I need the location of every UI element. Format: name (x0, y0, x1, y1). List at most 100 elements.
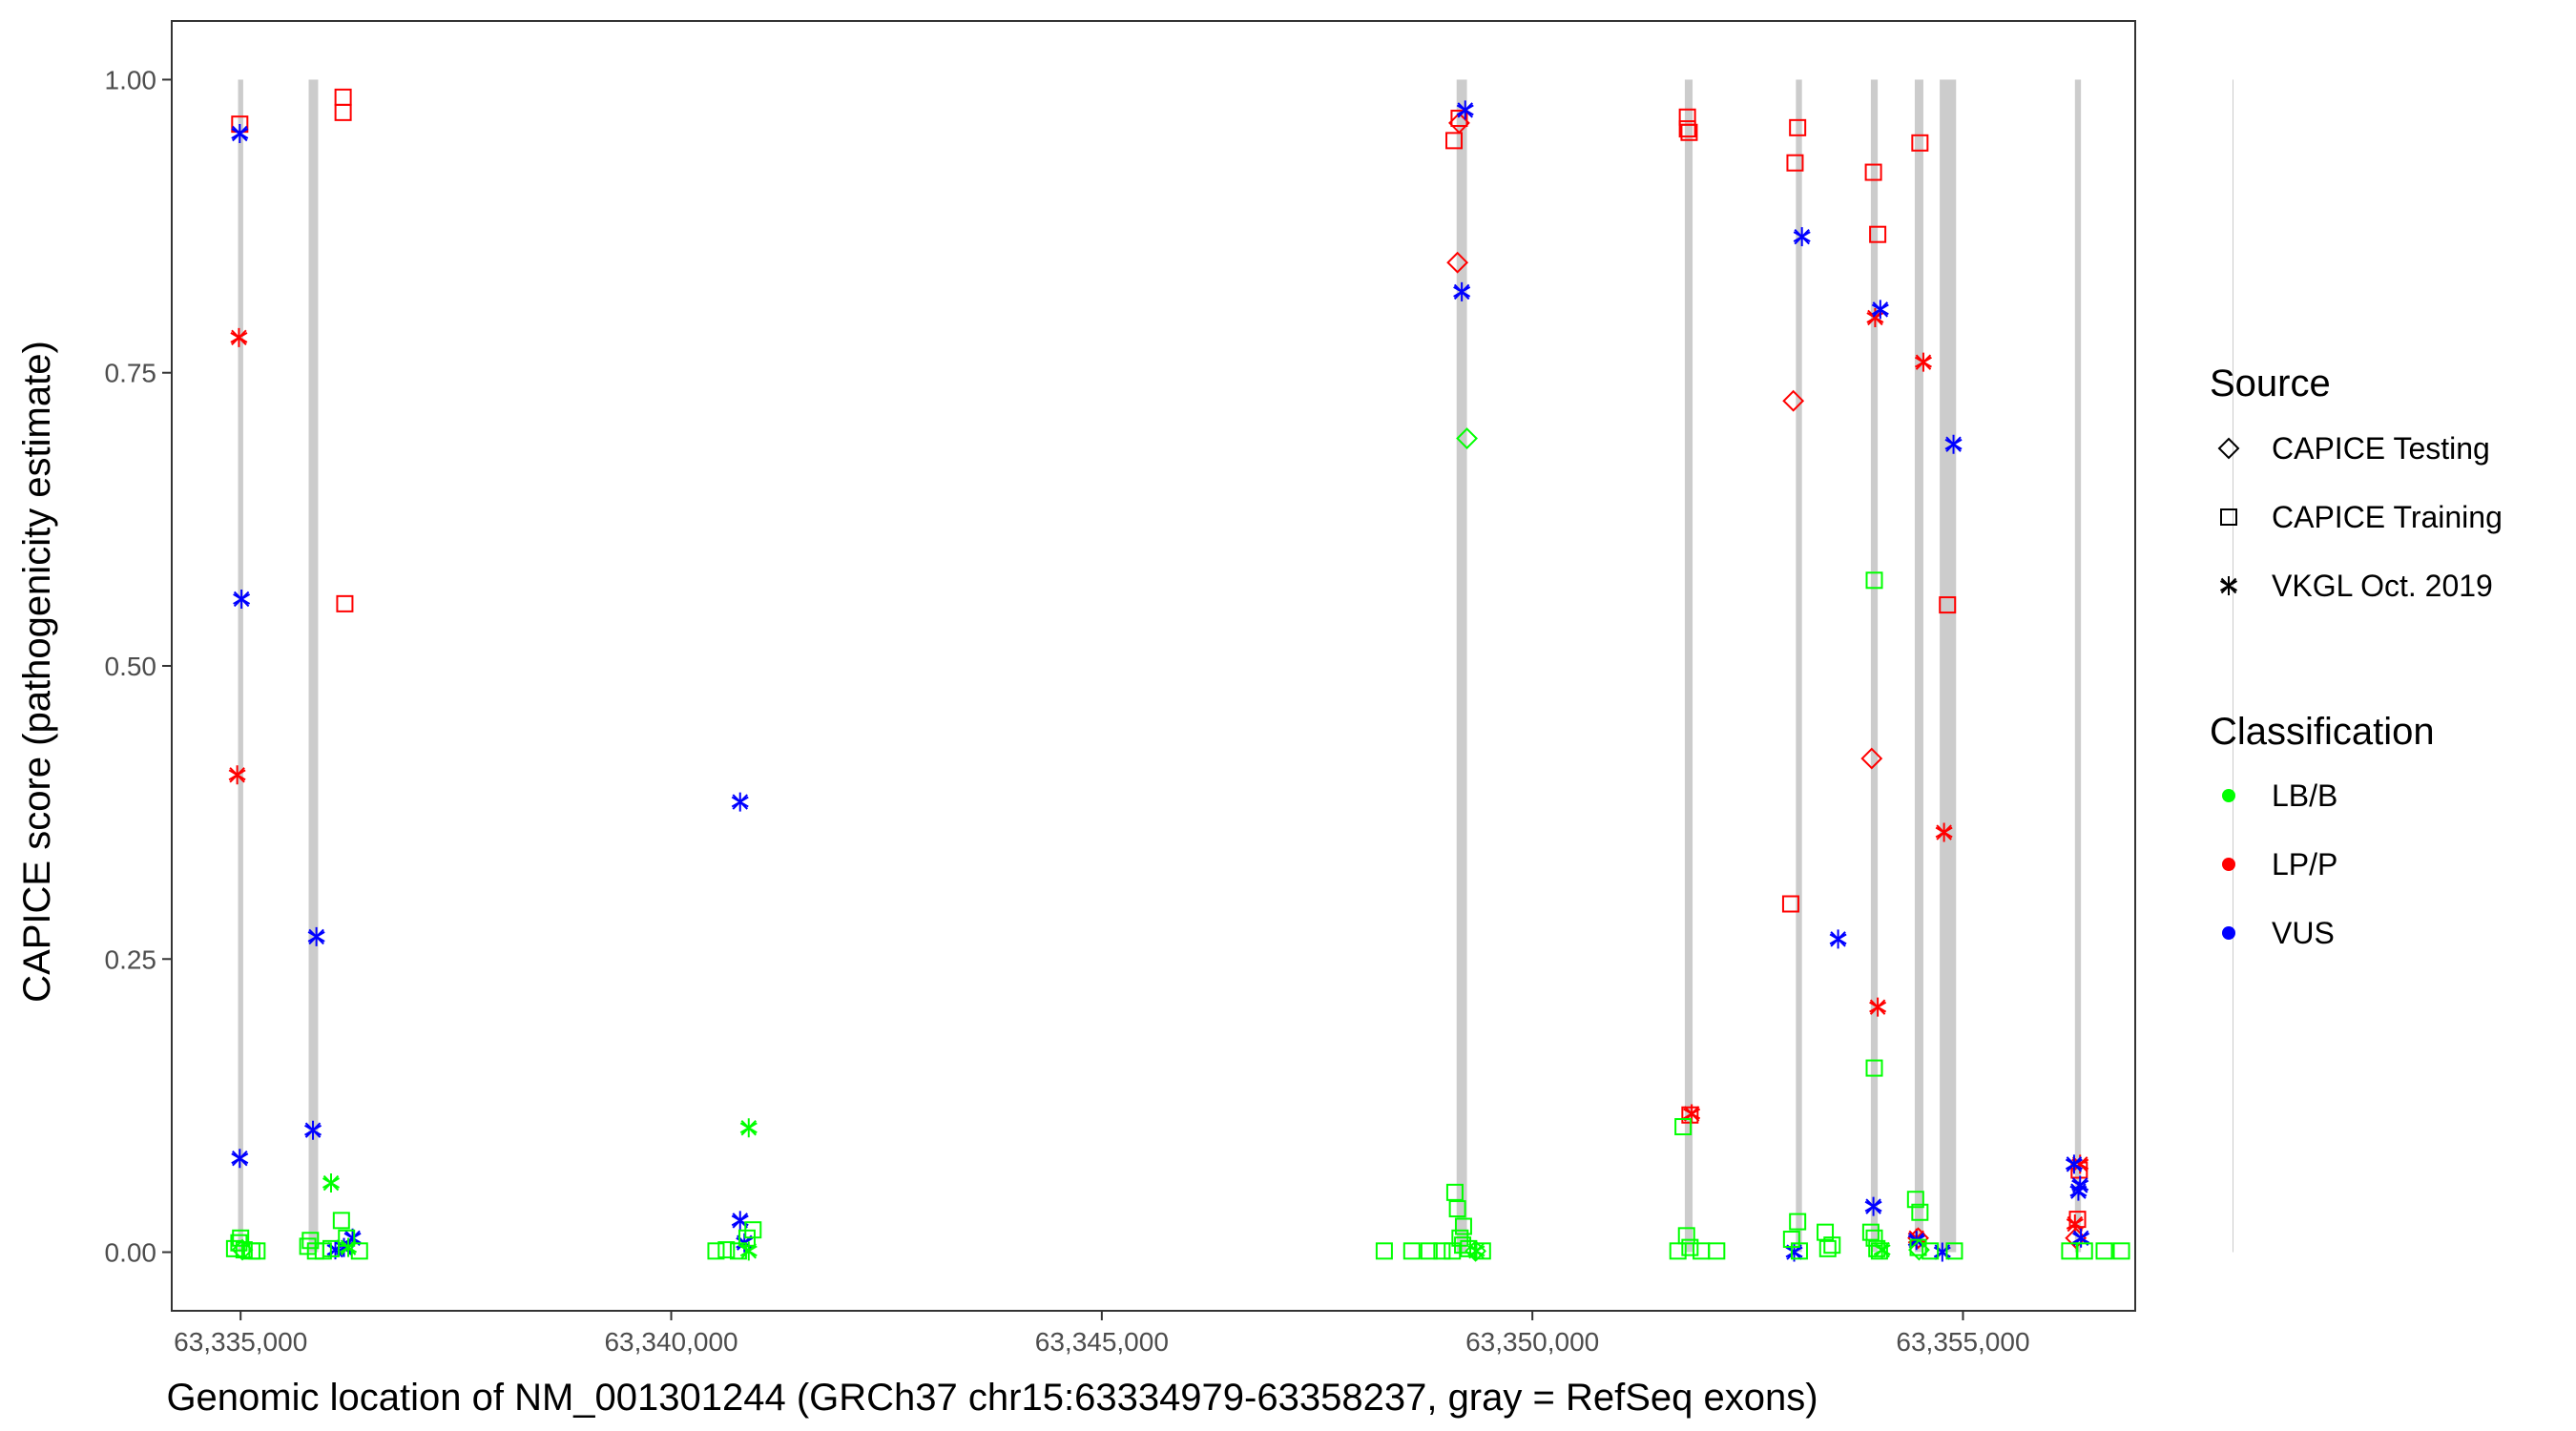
data-point (336, 594, 354, 612)
exon-band (1870, 79, 1879, 1253)
data-point (739, 1118, 758, 1138)
exon-band (1914, 79, 1923, 1253)
legend-source-title: Source (2210, 363, 2331, 404)
data-point (301, 1232, 320, 1250)
exon-band (1456, 79, 1467, 1253)
data-point (1909, 1238, 1927, 1256)
data-point (231, 123, 249, 143)
x-tick-label: 63,335,000 (174, 1327, 307, 1357)
x-tick-label: 63,355,000 (1896, 1327, 2029, 1357)
data-point (230, 327, 248, 347)
data-point (1450, 110, 1468, 128)
exon-bands (238, 79, 2233, 1253)
data-point (228, 765, 246, 785)
data-point (1678, 120, 1696, 138)
legend-source-label: CAPICE Testing (2272, 431, 2490, 466)
data-point (1677, 1227, 1695, 1245)
data-point (1922, 1242, 1940, 1260)
exon-band (1796, 79, 1802, 1253)
data-point (1864, 163, 1882, 181)
data-point (1789, 1213, 1807, 1231)
data-point (2065, 1154, 2083, 1174)
exon-band (238, 79, 243, 1253)
data-point (2065, 1227, 2088, 1250)
legend-class-label: LP/P (2272, 847, 2337, 881)
data-point (1448, 112, 1470, 135)
data-point (2069, 1181, 2088, 1201)
data-point (1420, 1242, 1438, 1260)
data-point (739, 1241, 758, 1261)
data-point (1911, 134, 1929, 152)
legend-source-label: CAPICE Training (2272, 500, 2503, 534)
data-point (1865, 571, 1883, 590)
data-point (1866, 307, 1884, 327)
data-point (338, 1229, 356, 1247)
data-point (1870, 1242, 1888, 1260)
data-point (1782, 389, 1805, 412)
data-point (1829, 929, 1847, 949)
data-point (1454, 1217, 1472, 1235)
data-point (1873, 1240, 1891, 1260)
data-point (2095, 1242, 2113, 1260)
data-point (332, 1212, 350, 1230)
data-point (1456, 100, 1474, 120)
data-point (232, 1229, 250, 1247)
data-point (1445, 132, 1464, 150)
data-point (1446, 251, 1469, 274)
data-point (744, 1221, 762, 1239)
data-point (2072, 1228, 2090, 1248)
data-point (322, 1239, 340, 1257)
data-point (1914, 352, 1932, 372)
legend-class-items: LB/B LP/P VUS (2222, 778, 2337, 950)
data-point (1790, 1242, 1808, 1260)
data-point (1465, 1239, 1486, 1262)
data-point (1939, 596, 1957, 614)
data-point (1460, 1239, 1478, 1257)
data-point (1448, 1200, 1466, 1218)
x-tick-label: 63,350,000 (1465, 1327, 1599, 1357)
data-point (1865, 1229, 1883, 1247)
data-point (225, 1239, 243, 1257)
legend-source-items: CAPICE Testing CAPICE Training VKGL Oct. 2… (2217, 431, 2503, 603)
data-point (1453, 281, 1471, 301)
data-point (2075, 1242, 2093, 1260)
legend-source-key (2217, 437, 2240, 460)
data-point (1786, 154, 1804, 172)
data-point (1683, 1104, 1701, 1124)
data-point (1680, 123, 1698, 141)
legend: Source CAPICE Testing CAPICE Training VKGL… (2210, 363, 2503, 950)
y-axis-ticks: 0.00 0.25 0.50 0.75 1.00 (105, 65, 172, 1268)
data-point (304, 1120, 322, 1140)
data-point (1944, 434, 1963, 454)
data-point (1669, 1242, 1687, 1260)
data-point (1781, 895, 1799, 913)
x-axis-ticks: 63,335,000 63,340,000 63,345,000 63,350,000… (174, 1311, 2030, 1357)
data-point (2112, 1242, 2130, 1260)
legend-class-label: LB/B (2272, 778, 2337, 813)
legend-class-key (2222, 926, 2235, 940)
data-point (1375, 1242, 1393, 1260)
x-tick-label: 63,345,000 (1035, 1327, 1169, 1357)
data-point (231, 1149, 249, 1169)
data-point (1868, 1239, 1886, 1257)
data-point (1864, 1196, 1882, 1216)
y-tick-label: 0.00 (105, 1238, 157, 1268)
data-point (707, 1242, 725, 1260)
data-point (729, 1242, 747, 1260)
legend-class-label: VUS (2272, 916, 2335, 950)
data-point (2071, 1175, 2089, 1195)
data-point (1911, 1203, 1929, 1221)
data-point (248, 1242, 266, 1260)
legend-source-key (2219, 576, 2238, 595)
data-point (307, 926, 325, 946)
data-point (1865, 1059, 1883, 1077)
data-point (731, 1211, 749, 1231)
data-point (2066, 1214, 2084, 1234)
data-point (731, 792, 749, 812)
data-point (1785, 1242, 1803, 1262)
x-axis-title: Genomic location of NM_001301244 (GRCh37… (166, 1377, 1818, 1419)
data-point (335, 1237, 353, 1257)
data-point (1933, 1242, 1951, 1262)
data-point (233, 589, 251, 609)
